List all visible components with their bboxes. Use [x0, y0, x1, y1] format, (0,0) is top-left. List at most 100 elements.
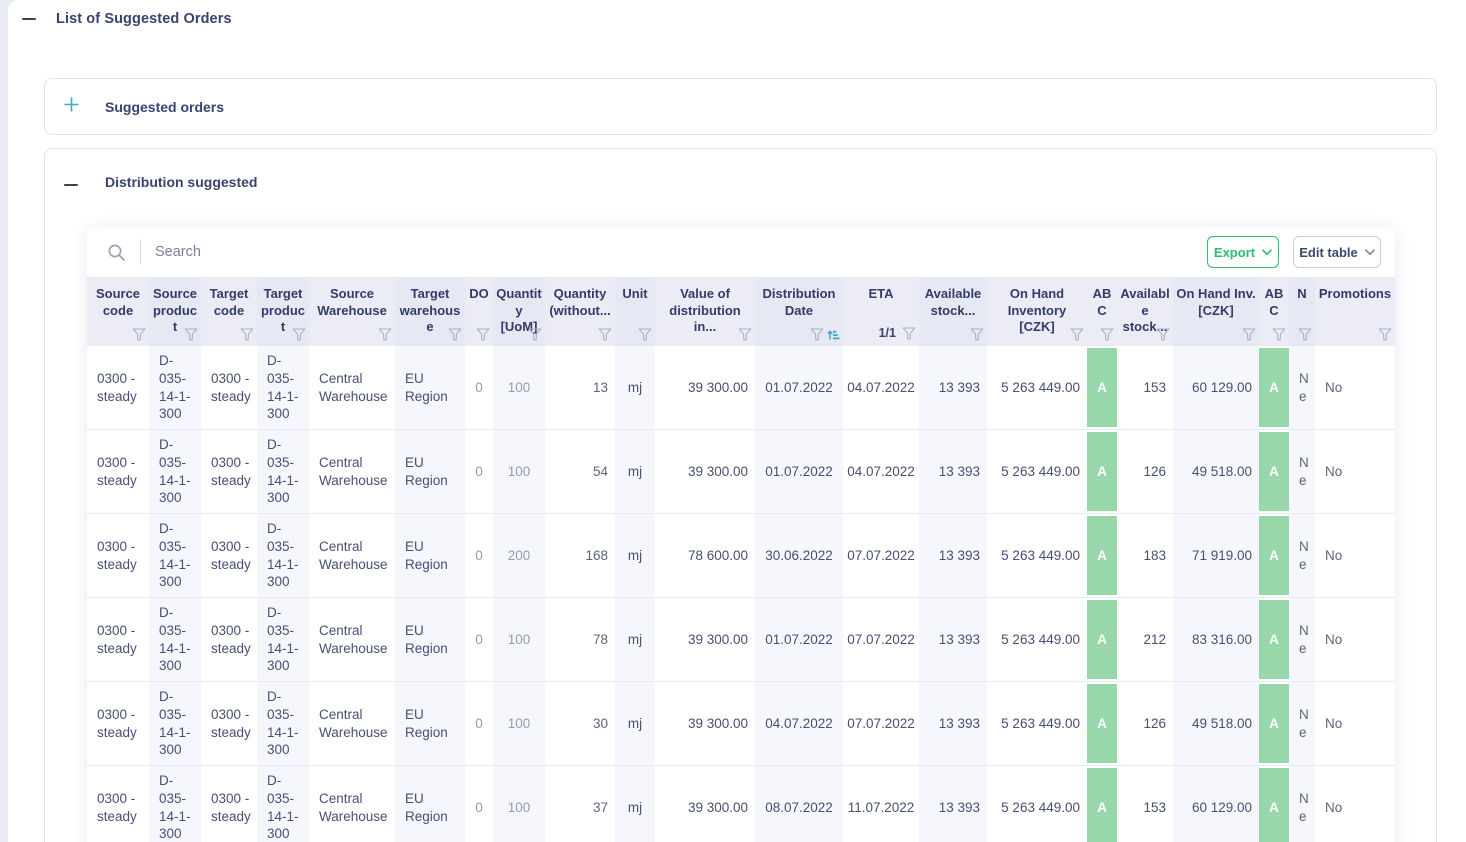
column-header-label: DO	[465, 286, 493, 303]
column-header[interactable]: Target code	[201, 277, 257, 346]
search-input[interactable]	[155, 244, 575, 260]
collapse-icon[interactable]	[22, 18, 36, 20]
search-icon[interactable]	[107, 243, 126, 262]
filter-icon[interactable]	[1242, 328, 1256, 341]
distribution-suggested-title: Distribution suggested	[105, 174, 257, 190]
cell: Ne	[1289, 346, 1315, 430]
filter-icon[interactable]	[476, 328, 490, 341]
filter-icon[interactable]	[738, 328, 752, 341]
filter-icon[interactable]	[902, 327, 916, 340]
cell: 39 300.00	[655, 682, 755, 766]
column-header[interactable]: Available stock...	[1117, 277, 1173, 346]
table-row[interactable]: 0300 - steadyD-035-14-1-3000300 - steady…	[87, 346, 1395, 430]
column-header[interactable]: Source product	[149, 277, 201, 346]
column-header[interactable]: N	[1289, 277, 1315, 346]
cell: 49 518.00	[1173, 682, 1259, 766]
cell: EU Region	[395, 346, 465, 430]
abc-class-cell: A	[1087, 514, 1117, 598]
filter-icon[interactable]	[292, 328, 306, 341]
column-header-label: On Hand Inv. [CZK]	[1173, 286, 1259, 319]
cell: 13 393	[919, 682, 987, 766]
filter-icon[interactable]	[132, 328, 146, 341]
cell: 5 263 449.00	[987, 430, 1087, 514]
filter-icon[interactable]	[638, 328, 652, 341]
filter-icon[interactable]	[1100, 328, 1114, 341]
cell: 100	[493, 598, 545, 682]
cell: D-035-14-1-300	[149, 766, 201, 842]
edit-table-button[interactable]: Edit table	[1293, 236, 1381, 268]
column-header[interactable]: Unit	[615, 277, 655, 346]
filter-icon[interactable]	[240, 328, 254, 341]
filter-icon[interactable]	[1156, 328, 1170, 341]
expand-icon[interactable]	[63, 96, 79, 118]
filter-icon[interactable]	[184, 328, 198, 341]
cell: EU Region	[395, 514, 465, 598]
column-header[interactable]: On Hand Inv. [CZK]	[1173, 277, 1259, 346]
cell: 71 919.00	[1173, 514, 1259, 598]
column-header[interactable]: Source Warehouse	[309, 277, 395, 346]
column-header[interactable]: Target product	[257, 277, 309, 346]
cell: 04.07.2022	[843, 346, 919, 430]
cell: 0300 - steady	[201, 430, 257, 514]
abc-class-cell: A	[1259, 598, 1289, 682]
column-header[interactable]: Promotions	[1315, 277, 1395, 346]
cell: 39 300.00	[655, 346, 755, 430]
suggested-orders-title: Suggested orders	[105, 99, 224, 115]
abc-class-cell: A	[1259, 514, 1289, 598]
column-header[interactable]: DO	[465, 277, 493, 346]
filter-icon[interactable]	[1070, 328, 1084, 341]
table-row[interactable]: 0300 - steadyD-035-14-1-3000300 - steady…	[87, 598, 1395, 682]
abc-class-badge: A	[1259, 348, 1289, 427]
column-header[interactable]: Quantity (without...	[545, 277, 615, 346]
column-header-label: Quantity (without...	[545, 286, 615, 319]
cell: 153	[1117, 346, 1173, 430]
cell: Central Warehouse	[309, 346, 395, 430]
export-button[interactable]: Export	[1207, 236, 1279, 268]
filter-icon[interactable]	[1298, 328, 1312, 341]
cell: EU Region	[395, 598, 465, 682]
table-row[interactable]: 0300 - steadyD-035-14-1-3000300 - steady…	[87, 682, 1395, 766]
filter-icon[interactable]	[378, 328, 392, 341]
cell: 0300 - steady	[87, 346, 149, 430]
column-header[interactable]: Source code	[87, 277, 149, 346]
collapse-icon[interactable]	[63, 173, 79, 191]
cell: mj	[615, 598, 655, 682]
cell: 5 263 449.00	[987, 766, 1087, 842]
filter-icon[interactable]	[1378, 328, 1392, 341]
cell: mj	[615, 346, 655, 430]
cell: 0300 - steady	[87, 682, 149, 766]
cell: 200	[493, 514, 545, 598]
column-header[interactable]: Distribution Date	[755, 277, 843, 346]
cell: D-035-14-1-300	[149, 598, 201, 682]
filter-icon[interactable]	[810, 328, 824, 341]
filter-icon[interactable]	[528, 328, 542, 341]
filter-icon[interactable]	[1272, 328, 1286, 341]
table-row[interactable]: 0300 - steadyD-035-14-1-3000300 - steady…	[87, 766, 1395, 842]
column-header[interactable]: Target warehouse	[395, 277, 465, 346]
cell: 100	[493, 346, 545, 430]
cell: No	[1315, 766, 1395, 842]
sort-ascending-icon[interactable]	[827, 329, 840, 341]
cell: 100	[493, 766, 545, 842]
cell: Ne	[1289, 514, 1315, 598]
table-row[interactable]: 0300 - steadyD-035-14-1-3000300 - steady…	[87, 430, 1395, 514]
column-header[interactable]: ABC	[1259, 277, 1289, 346]
column-header[interactable]: Quantity [UoM]	[493, 277, 545, 346]
cell: No	[1315, 346, 1395, 430]
filter-icon[interactable]	[448, 328, 462, 341]
cell: 13 393	[919, 514, 987, 598]
cell: Central Warehouse	[309, 598, 395, 682]
cell: D-035-14-1-300	[257, 598, 309, 682]
table-row[interactable]: 0300 - steadyD-035-14-1-3000300 - steady…	[87, 514, 1395, 598]
column-header[interactable]: Available stock...	[919, 277, 987, 346]
cell: D-035-14-1-300	[257, 346, 309, 430]
column-header[interactable]: ETA 1/1	[843, 277, 919, 346]
column-header[interactable]: On Hand Inventory [CZK]	[987, 277, 1087, 346]
filter-icon[interactable]	[598, 328, 612, 341]
column-header[interactable]: Value of distribution in...	[655, 277, 755, 346]
cell: 0	[465, 766, 493, 842]
cell: 01.07.2022	[755, 598, 843, 682]
filter-icon[interactable]	[970, 328, 984, 341]
column-header[interactable]: ABC	[1087, 277, 1117, 346]
cell: 37	[545, 766, 615, 842]
